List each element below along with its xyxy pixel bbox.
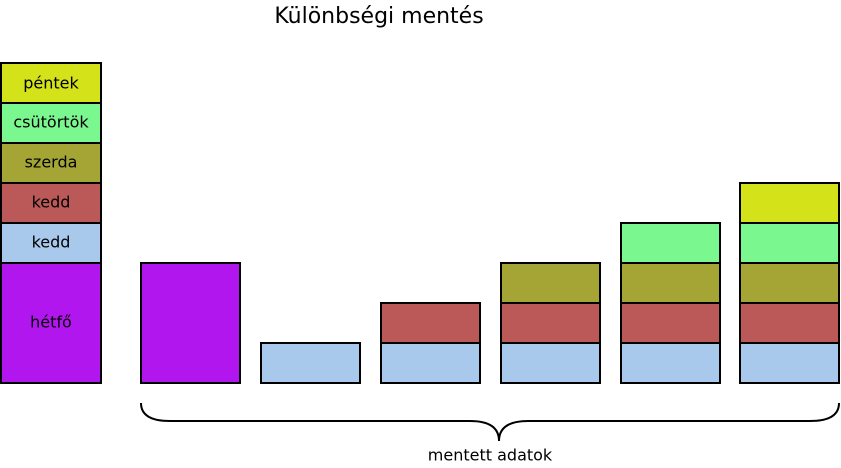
block: [739, 342, 840, 384]
block: [500, 342, 601, 384]
block: [380, 342, 481, 384]
legend-label: kedd: [32, 233, 71, 252]
legend-box: [0, 182, 102, 224]
backup-stacks: [140, 182, 840, 384]
block: [500, 302, 601, 344]
block: [620, 222, 721, 264]
block: [739, 262, 840, 304]
block: [380, 302, 481, 344]
title: Különbségi mentés: [274, 4, 483, 29]
block: [739, 182, 840, 224]
block: [620, 302, 721, 344]
brace: [140, 402, 840, 442]
legend-label: hétfő: [30, 313, 72, 332]
legend-box: [0, 262, 102, 384]
legend-box: [0, 62, 102, 104]
block: [260, 342, 361, 384]
block: [620, 342, 721, 384]
block: [739, 222, 840, 264]
block: [500, 262, 601, 304]
block: [739, 302, 840, 344]
block: [140, 262, 241, 384]
brace-label: mentett adatok: [428, 446, 553, 465]
legend: péntek csütörtök szerda kedd kedd hétfő: [0, 62, 102, 384]
legend-label: csütörtök: [13, 113, 89, 132]
legend-label: szerda: [25, 153, 78, 172]
legend-label: kedd: [32, 193, 71, 212]
legend-label: péntek: [23, 74, 79, 93]
block: [620, 262, 721, 304]
